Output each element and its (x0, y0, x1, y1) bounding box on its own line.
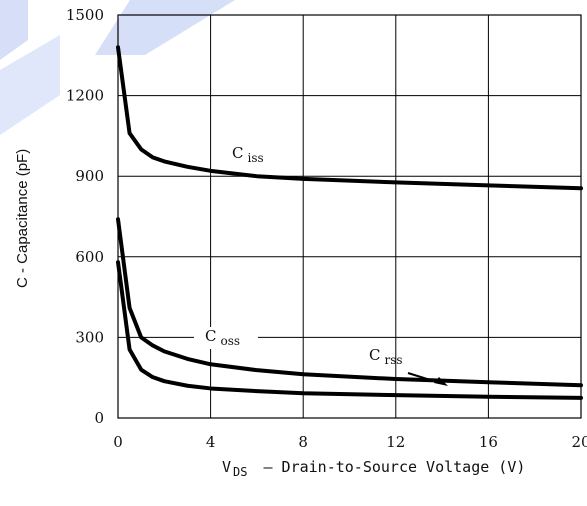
x-tick-label: 12 (386, 433, 405, 451)
series-line-oss (116, 217, 583, 388)
grid (118, 15, 581, 418)
y-tick-label: 300 (75, 328, 104, 346)
x-axis-title: V DS – Drain-to-Source Voltage (V) (222, 458, 525, 479)
watermark (0, 0, 235, 135)
x-tick-label: 16 (479, 433, 498, 451)
x-tick-label: 20 (571, 433, 587, 451)
x-tick-label: 4 (206, 433, 216, 451)
y-tick-label: 1200 (66, 87, 104, 105)
x-tick-label: 8 (298, 433, 308, 451)
crss-arrowhead (434, 377, 448, 386)
plot-frame (117, 14, 582, 419)
x-tick-label: 0 (113, 433, 123, 451)
series-layer (116, 45, 583, 400)
y-tick-label: 600 (75, 248, 104, 266)
series-line-rss (116, 260, 583, 400)
y-tick-labels: 0 300 600 900 1200 1500 (66, 6, 104, 427)
series-line-iss (116, 45, 583, 191)
y-axis-title: C - Capacitance (pF) (14, 149, 31, 288)
y-tick-label: 900 (75, 167, 104, 185)
y-tick-label: 0 (94, 409, 104, 427)
x-tick-labels: 0 4 8 12 16 20 (113, 433, 587, 451)
crss-pointer-arrow (407, 372, 441, 384)
y-tick-label: 1500 (66, 6, 104, 24)
